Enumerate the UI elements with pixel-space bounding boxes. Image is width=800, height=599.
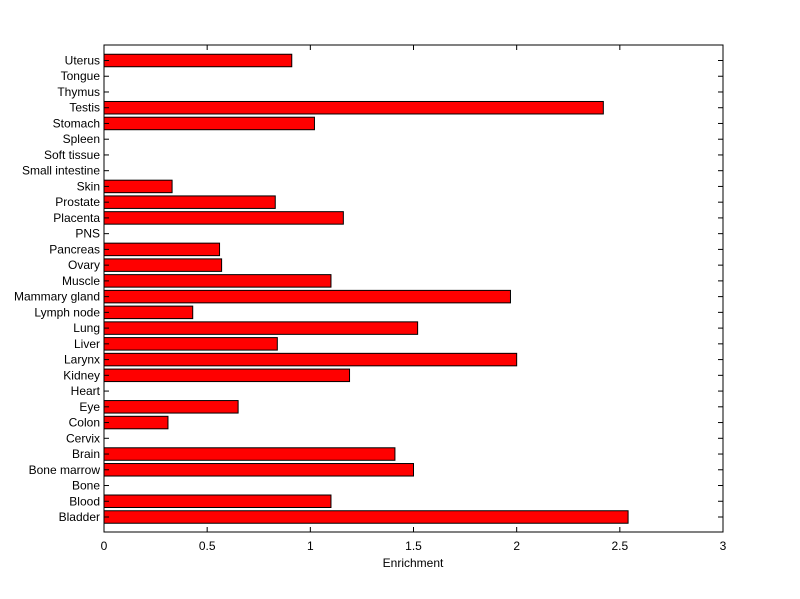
category-label: Bone marrow <box>29 463 101 477</box>
x-tick-label: 0 <box>101 539 108 553</box>
bar-bladder <box>103 510 629 524</box>
category-label: Eye <box>79 400 100 414</box>
bar-eye <box>103 400 239 414</box>
bar-testis <box>103 100 604 115</box>
category-label: Cervix <box>66 431 100 445</box>
bar-pancreas <box>103 242 221 257</box>
bar-liver <box>103 337 278 351</box>
x-tick-labels: 0 0.5 1 1.5 2 2.5 3 <box>101 539 727 553</box>
category-label: Lymph node <box>34 305 100 319</box>
bar-muscle <box>103 274 332 288</box>
x-tick-label: 1 <box>307 539 314 553</box>
category-label: Stomach <box>53 116 100 130</box>
category-label: Skin <box>77 179 100 193</box>
bar-mammary-gland <box>103 289 511 304</box>
bar-kidney <box>103 368 351 383</box>
x-axis-title: Enrichment <box>383 556 444 570</box>
category-label: PNS <box>75 227 100 241</box>
category-label: Bladder <box>59 510 100 524</box>
category-label: Prostate <box>55 195 100 209</box>
category-label: Muscle <box>62 274 100 288</box>
category-label: Thymus <box>57 85 100 99</box>
x-tick-label: 0.5 <box>199 539 216 553</box>
category-label: Heart <box>71 384 101 398</box>
category-label: Mammary gland <box>14 290 100 304</box>
bar-lung <box>103 321 419 335</box>
category-label: Uterus <box>65 54 100 68</box>
bar-ovary <box>103 258 223 272</box>
plot-frame <box>103 44 724 533</box>
bar-brain <box>103 447 396 461</box>
category-label: Bone <box>72 479 100 493</box>
category-label: Placenta <box>53 211 100 225</box>
bar-bone-marrow <box>103 463 414 477</box>
x-tick-label: 2.5 <box>611 539 628 553</box>
bars-group <box>103 53 629 524</box>
x-tick-label: 2 <box>513 539 520 553</box>
bar-stomach <box>103 116 315 131</box>
category-label: Larynx <box>64 353 100 367</box>
category-label: Colon <box>69 416 100 430</box>
x-tick-label: 1.5 <box>405 539 422 553</box>
bar-uterus <box>103 53 293 68</box>
category-label: Kidney <box>63 368 100 382</box>
category-label: Pancreas <box>49 242 100 256</box>
bar-blood <box>103 494 332 509</box>
x-tick-label: 3 <box>720 539 727 553</box>
bar-placenta <box>103 211 344 225</box>
bar-larynx <box>103 352 518 367</box>
bar-skin <box>103 179 173 194</box>
category-label: Brain <box>72 447 100 461</box>
bar-colon <box>103 415 169 430</box>
category-label: Tongue <box>61 69 101 83</box>
category-label: Ovary <box>68 258 100 272</box>
bar-lymph-node <box>103 305 194 320</box>
category-label: Soft tissue <box>44 148 100 162</box>
category-label: Testis <box>69 101 100 115</box>
category-label: Spleen <box>63 132 100 146</box>
category-label: Blood <box>69 494 100 508</box>
category-label: Lung <box>73 321 100 335</box>
bar-prostate <box>103 195 276 209</box>
category-label: Small intestine <box>22 164 100 178</box>
category-label: Liver <box>74 337 100 351</box>
